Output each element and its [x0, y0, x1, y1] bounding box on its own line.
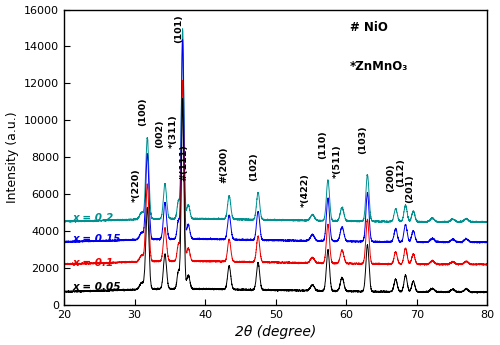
Text: (103): (103) — [358, 125, 367, 154]
Text: *(220): *(220) — [132, 168, 140, 201]
Text: *(422): *(422) — [301, 173, 310, 207]
Text: #(111): #(111) — [180, 145, 188, 181]
Text: (102): (102) — [248, 152, 258, 181]
Text: (201): (201) — [406, 175, 414, 204]
Text: x = 0.2: x = 0.2 — [72, 213, 114, 223]
Y-axis label: Intensity (a.u.): Intensity (a.u.) — [6, 111, 18, 203]
Text: #(200): #(200) — [219, 147, 228, 183]
Text: *ZnMnO₃: *ZnMnO₃ — [350, 60, 408, 73]
Text: (112): (112) — [396, 158, 405, 187]
Text: (200): (200) — [386, 164, 395, 193]
Text: (100): (100) — [138, 97, 147, 126]
Text: (110): (110) — [318, 130, 328, 159]
Text: *(511): *(511) — [332, 144, 342, 178]
Text: x = 0.1: x = 0.1 — [72, 258, 114, 268]
Text: *(311): *(311) — [169, 114, 178, 148]
Text: # NiO: # NiO — [350, 21, 388, 34]
Text: (101): (101) — [174, 14, 184, 43]
X-axis label: 2θ (degree): 2θ (degree) — [235, 325, 316, 339]
Text: (002): (002) — [155, 119, 164, 148]
Text: x = 0.15: x = 0.15 — [72, 235, 121, 245]
Text: x = 0.05: x = 0.05 — [72, 283, 121, 293]
